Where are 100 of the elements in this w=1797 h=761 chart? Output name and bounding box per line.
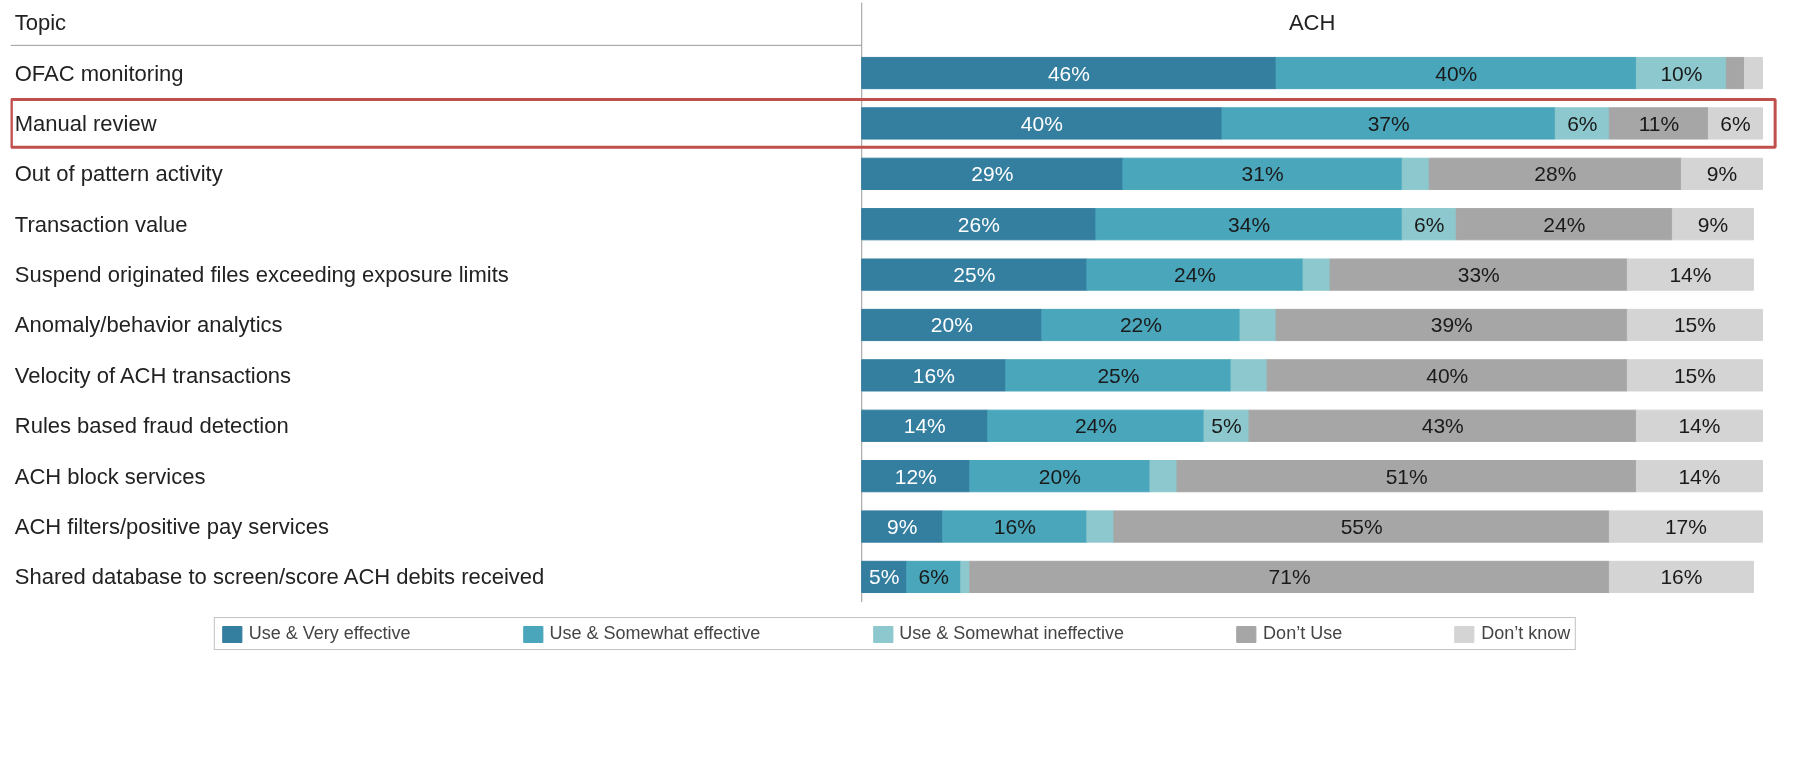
bar [1086, 258, 1304, 291]
bar [1329, 258, 1628, 291]
data-label: 46% [1047, 61, 1090, 85]
data-label: 33% [1457, 263, 1500, 287]
bar [1302, 258, 1331, 291]
data-label: 51% [1385, 464, 1428, 488]
bar [1743, 56, 1763, 90]
data-label: 25% [953, 263, 996, 287]
bar [1005, 359, 1232, 392]
bar [1239, 308, 1277, 342]
bar [969, 560, 1610, 594]
data-label: 31% [1241, 162, 1284, 186]
bar [1608, 560, 1754, 594]
bar [861, 510, 944, 543]
data-label: 15% [1673, 363, 1716, 387]
data-label: 10% [1660, 61, 1703, 85]
bar [861, 308, 1043, 342]
y-tick-label: Out of pattern activity [14, 161, 223, 187]
bar [1401, 157, 1430, 190]
legend-label: Use & Somewhat effective [549, 623, 761, 644]
bar [1230, 359, 1268, 392]
bar [1266, 359, 1628, 392]
data-label: 55% [1340, 515, 1383, 539]
legend-label: Don’t know [1481, 623, 1571, 644]
data-label: 24% [1173, 263, 1217, 287]
data-label: 6% [1720, 111, 1751, 135]
data-label: 16% [912, 363, 955, 387]
bar [1122, 157, 1403, 190]
bar [1608, 510, 1763, 543]
bar [861, 56, 1277, 90]
data-label: 14% [903, 414, 946, 438]
bar [861, 107, 1223, 140]
y-tick-label: OFAC monitoring [14, 60, 184, 86]
bar [861, 258, 1088, 291]
bar [861, 359, 1007, 392]
data-label: 9% [1697, 212, 1729, 236]
data-label: 71% [1268, 565, 1311, 589]
y-axis-title: Topic [14, 10, 67, 36]
data-label: 15% [1673, 313, 1716, 337]
data-label: 37% [1367, 111, 1410, 135]
data-label: 11% [1638, 111, 1680, 135]
data-label: 6% [918, 565, 949, 589]
bar [1221, 107, 1556, 140]
data-label: 25% [1097, 363, 1140, 387]
bar [1086, 510, 1115, 543]
legend-label: Use & Very effective [248, 623, 411, 644]
bar [1608, 107, 1709, 140]
data-label: 24% [1074, 414, 1117, 438]
data-label: 9% [1706, 162, 1738, 186]
bar [1455, 208, 1673, 241]
y-tick-label: Transaction value [14, 211, 188, 237]
bar [1680, 157, 1763, 190]
y-tick-label: Shared database to screen/score ACH debits received [14, 564, 545, 590]
data-label: 26% [957, 212, 1000, 236]
bar [1635, 409, 1763, 442]
data-label: 20% [1038, 464, 1081, 488]
bar [861, 208, 1097, 241]
bar [1275, 308, 1628, 342]
data-label: 43% [1421, 414, 1464, 438]
data-label: 12% [894, 464, 937, 488]
data-label: 14% [1678, 414, 1721, 438]
data-label: 14% [1669, 263, 1712, 287]
data-label: 34% [1228, 212, 1271, 236]
data-label: 40% [1426, 363, 1469, 387]
data-label: 9% [887, 515, 918, 539]
data-label: 24% [1543, 212, 1586, 236]
data-label: 40% [1435, 61, 1478, 85]
bar [1725, 56, 1745, 90]
data-label: 20% [930, 313, 973, 337]
bar [1248, 409, 1637, 442]
legend-label: Don’t Use [1263, 623, 1343, 644]
bar [861, 409, 989, 442]
data-label: 6% [1414, 212, 1445, 236]
y-tick-label: Manual review [14, 110, 157, 136]
y-tick-label: ACH block services [14, 463, 206, 489]
y-tick-label: Rules based fraud detection [14, 413, 289, 439]
bar [1113, 510, 1610, 543]
bar [987, 409, 1205, 442]
data-label: 22% [1119, 313, 1162, 337]
data-label: 29% [971, 162, 1014, 186]
data-label: 5% [869, 565, 900, 589]
bar [1635, 460, 1763, 493]
bar [1626, 258, 1754, 291]
bar [1275, 56, 1637, 90]
data-label: 40% [1020, 111, 1063, 135]
y-tick-label: Anomaly/behavior analytics [14, 312, 283, 338]
bar [1149, 460, 1178, 493]
y-tick-label: Suspend originated files exceeding exposure limits [14, 262, 509, 288]
data-label: 28% [1534, 162, 1577, 186]
data-label: 16% [993, 515, 1036, 539]
data-label: 6% [1567, 111, 1598, 135]
bar [1428, 157, 1682, 190]
data-label: 39% [1430, 313, 1473, 337]
legend-label: Use & Somewhat ineffective [899, 623, 1125, 644]
data-label: 14% [1678, 464, 1721, 488]
bar [1626, 359, 1763, 392]
y-tick-label: Velocity of ACH transactions [14, 362, 292, 388]
bar [1041, 308, 1241, 342]
data-label: 16% [1660, 565, 1703, 589]
bar [861, 157, 1124, 190]
